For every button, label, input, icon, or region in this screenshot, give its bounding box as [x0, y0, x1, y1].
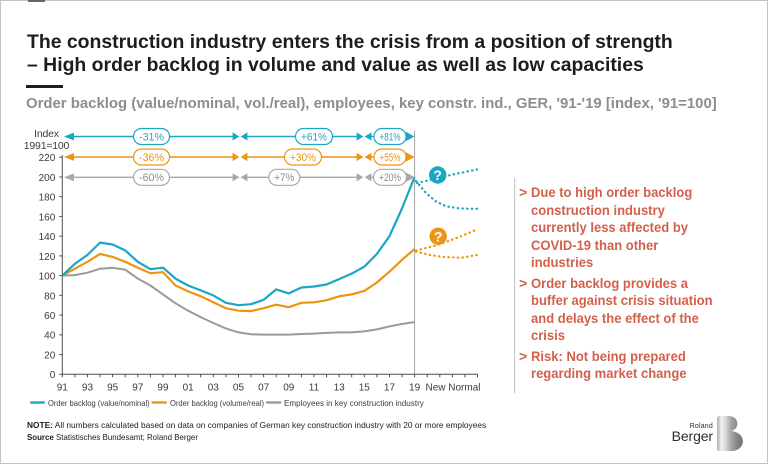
- svg-text:20: 20: [44, 350, 56, 361]
- svg-text:07: 07: [258, 382, 270, 393]
- svg-text:?: ?: [433, 167, 442, 183]
- svg-text:+81%: +81%: [380, 131, 401, 143]
- svg-text:0: 0: [50, 370, 56, 381]
- svg-text:-31%: -31%: [139, 131, 164, 143]
- svg-text:New Normal: New Normal: [425, 382, 480, 393]
- svg-text:13: 13: [334, 382, 346, 393]
- svg-text:140: 140: [39, 232, 56, 243]
- svg-text:100: 100: [39, 272, 56, 283]
- svg-text:40: 40: [44, 331, 56, 342]
- svg-text:+20%: +20%: [379, 172, 401, 184]
- svg-text:95: 95: [107, 382, 119, 393]
- svg-text:15: 15: [359, 382, 371, 393]
- svg-text:?: ?: [434, 228, 443, 244]
- svg-text:200: 200: [39, 173, 56, 184]
- svg-text:93: 93: [82, 382, 94, 393]
- svg-text:91: 91: [57, 382, 69, 393]
- svg-text:80: 80: [44, 291, 56, 302]
- svg-text:05: 05: [233, 382, 245, 393]
- svg-text:09: 09: [283, 382, 295, 393]
- svg-text:180: 180: [39, 193, 56, 204]
- svg-text:17: 17: [384, 382, 396, 393]
- svg-text:120: 120: [39, 252, 56, 263]
- svg-text:+7%: +7%: [274, 172, 294, 184]
- svg-text:220: 220: [39, 153, 56, 164]
- svg-text:03: 03: [208, 382, 220, 393]
- svg-text:-36%: -36%: [139, 152, 164, 164]
- svg-text:-60%: -60%: [139, 172, 164, 184]
- svg-text:01: 01: [183, 382, 195, 393]
- svg-text:+55%: +55%: [380, 152, 401, 164]
- svg-text:11: 11: [309, 382, 320, 393]
- svg-text:60: 60: [44, 311, 56, 322]
- svg-text:+61%: +61%: [301, 131, 327, 143]
- svg-text:97: 97: [132, 382, 144, 393]
- svg-text:99: 99: [157, 382, 169, 393]
- svg-text:+30%: +30%: [290, 152, 316, 164]
- svg-text:19: 19: [409, 382, 421, 393]
- svg-text:160: 160: [39, 212, 56, 223]
